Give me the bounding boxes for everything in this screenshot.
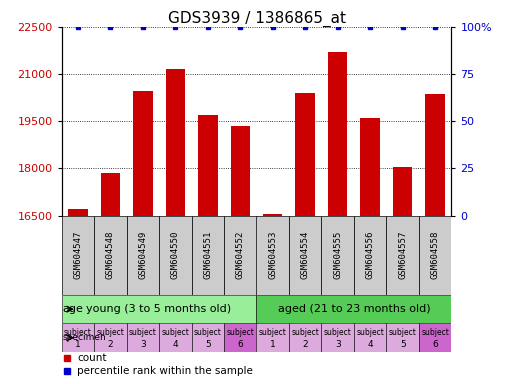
Bar (256, 295, 451, 323)
Text: subject: subject (421, 328, 449, 337)
Bar (94, 323, 127, 352)
Bar (354, 215, 386, 295)
Bar (322, 323, 354, 352)
Bar (263, 214, 283, 215)
Bar (224, 323, 256, 352)
Text: subject: subject (129, 328, 157, 337)
Bar (354, 323, 386, 352)
Bar (230, 126, 250, 215)
Text: GSM604550: GSM604550 (171, 231, 180, 280)
Bar (256, 215, 289, 295)
Bar (425, 94, 445, 215)
Bar (101, 173, 120, 215)
Text: 3: 3 (335, 339, 341, 349)
Bar (386, 323, 419, 352)
Bar (159, 323, 191, 352)
Text: GSM604551: GSM604551 (203, 231, 212, 280)
Bar (127, 323, 159, 352)
Text: 1: 1 (75, 339, 81, 349)
Text: subject: subject (291, 328, 319, 337)
Text: specimen: specimen (62, 333, 106, 342)
Bar (289, 323, 322, 352)
Bar (393, 167, 412, 215)
Text: 1: 1 (270, 339, 275, 349)
Bar (62, 295, 256, 323)
Text: subject: subject (96, 328, 124, 337)
Text: subject: subject (161, 328, 189, 337)
Bar (94, 215, 127, 295)
Text: GSM604548: GSM604548 (106, 231, 115, 280)
Text: 6: 6 (238, 339, 243, 349)
Text: GSM604555: GSM604555 (333, 231, 342, 280)
Bar (191, 323, 224, 352)
Text: percentile rank within the sample: percentile rank within the sample (77, 366, 253, 376)
Text: GSM604557: GSM604557 (398, 231, 407, 280)
Bar (198, 115, 218, 215)
Text: 2: 2 (303, 339, 308, 349)
Bar (361, 118, 380, 215)
Text: count: count (77, 353, 107, 363)
Bar (159, 215, 191, 295)
Bar (322, 215, 354, 295)
Bar (328, 52, 347, 215)
Bar (68, 209, 88, 215)
Text: 3: 3 (140, 339, 146, 349)
Text: 5: 5 (205, 339, 211, 349)
Bar (62, 215, 94, 295)
Bar (166, 70, 185, 215)
Text: GSM604556: GSM604556 (366, 231, 374, 280)
Text: 5: 5 (400, 339, 406, 349)
Text: 2: 2 (108, 339, 113, 349)
Text: GSM604552: GSM604552 (236, 231, 245, 280)
Bar (289, 215, 322, 295)
Title: GDS3939 / 1386865_at: GDS3939 / 1386865_at (168, 11, 345, 27)
Text: 4: 4 (367, 339, 373, 349)
Text: subject: subject (194, 328, 222, 337)
Text: 6: 6 (432, 339, 438, 349)
Text: subject: subject (389, 328, 417, 337)
Bar (127, 215, 159, 295)
Text: GSM604547: GSM604547 (73, 231, 82, 280)
Text: aged (21 to 23 months old): aged (21 to 23 months old) (278, 304, 430, 314)
Text: subject: subject (356, 328, 384, 337)
Bar (191, 215, 224, 295)
Bar (419, 323, 451, 352)
Text: 4: 4 (172, 339, 178, 349)
Bar (419, 215, 451, 295)
Bar (224, 215, 256, 295)
Text: GSM604558: GSM604558 (431, 231, 440, 280)
Text: young (3 to 5 months old): young (3 to 5 months old) (87, 304, 231, 314)
Text: subject: subject (64, 328, 92, 337)
Text: subject: subject (226, 328, 254, 337)
Text: GSM604554: GSM604554 (301, 231, 310, 280)
Bar (133, 91, 152, 215)
Bar (256, 323, 289, 352)
Bar (386, 215, 419, 295)
Bar (295, 93, 315, 215)
Text: GSM604549: GSM604549 (139, 231, 147, 280)
Text: subject: subject (324, 328, 352, 337)
Text: age: age (62, 304, 83, 314)
Text: subject: subject (259, 328, 287, 337)
Text: GSM604553: GSM604553 (268, 231, 277, 280)
Bar (62, 323, 94, 352)
